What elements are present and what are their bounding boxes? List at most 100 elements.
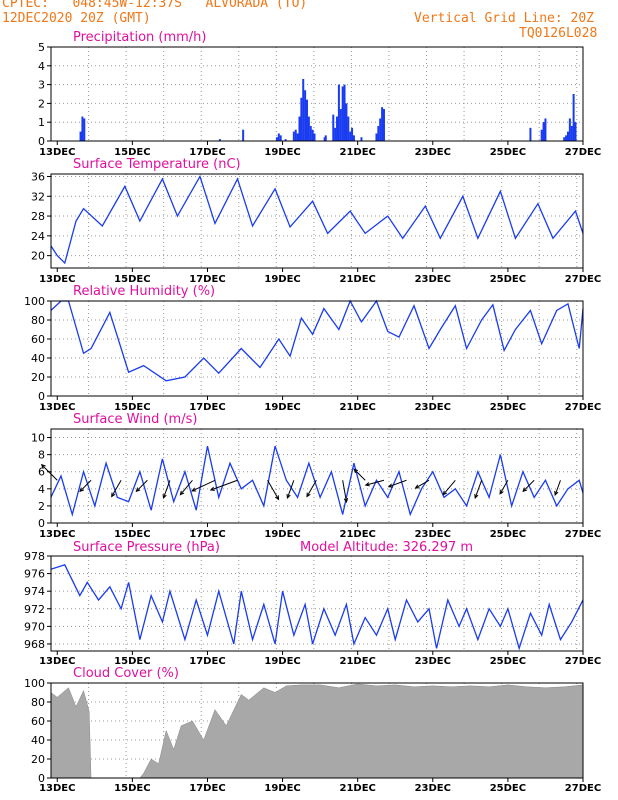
x-tick-label: 23DEC [415,529,451,540]
x-tick-label: 27DEC [565,274,601,285]
precip-bar [529,127,532,141]
y-tick-label: 5 [38,41,45,54]
wind-arrow [415,479,430,489]
cloud-cover-area [50,683,584,779]
wind-arrow [79,479,92,492]
precip-bar [341,86,344,141]
panel-grid [50,174,583,268]
x-tick-label: 19DEC [264,783,300,794]
precip-bar [352,135,355,141]
wind-arrow-head [499,489,504,495]
header-datetime: 12DEC2020 20Z (GMT) [2,11,151,26]
y-tick-label: 0 [38,135,45,148]
x-tick-label: 15DEC [114,783,150,794]
precip-bar [292,131,295,141]
precip-bar [360,137,363,141]
y-tick-label: 0 [38,772,45,785]
precip-bar [540,129,543,141]
x-tick-label: 27DEC [565,783,601,794]
x-tick-label: 13DEC [39,274,75,285]
wind-arrow-head [474,493,479,500]
precip-bar [304,90,307,141]
wind-arrow-head [40,463,46,469]
wind-arrow-head [387,483,393,488]
x-tick-label: 19DEC [264,274,300,285]
precip-bar [377,125,380,141]
precip-bar [566,131,569,141]
y-tick-label: 20 [31,250,45,263]
x-tick-label: 19DEC [264,402,300,413]
wind-arrow-head [135,487,141,493]
wind-arrow [179,479,193,495]
wind-arrow [286,480,295,499]
precip-bar [284,139,287,141]
y-tick-label: 80 [31,314,45,327]
y-tick-label: 974 [24,585,45,598]
wind-arrow [353,468,366,481]
panel-title: Cloud Cover (%) [73,666,179,681]
wind-arrow-head [442,490,448,496]
x-tick-label: 17DEC [189,274,225,285]
y-tick-label: 40 [31,734,45,747]
y-tick-label: 4 [38,60,45,73]
precip-bar [296,133,299,141]
precip-bar [324,135,327,141]
wind-arrow-head [162,493,167,500]
wind-arrow [306,480,317,497]
x-tick-label: 21DEC [339,656,375,667]
precip-bar [351,127,354,141]
y-tick-label: 0 [38,517,45,530]
precip-bar [83,118,86,141]
wind-arrow [499,480,509,495]
precip-bar [544,118,547,141]
wind-arrow [342,480,347,503]
x-tick-label: 13DEC [39,783,75,794]
precip-bar [300,97,303,141]
y-tick-label: 976 [24,568,45,581]
series-line [50,564,584,651]
x-tick-label: 21DEC [339,274,375,285]
x-tick-label: 15DEC [114,147,150,158]
x-tick-label: 23DEC [415,147,451,158]
precip-bar [323,137,326,141]
header-model-code: TQ0126L028 [519,26,598,41]
x-tick-label: 17DEC [189,783,225,794]
precip-bar [375,133,378,141]
precip-bar [345,103,348,141]
wind-arrow [442,479,456,495]
precip-bar [334,127,337,141]
precip-bar [568,118,571,141]
precip-bar [298,116,301,141]
y-tick-label: 100 [24,295,45,308]
wind-arrow [474,480,483,499]
wind-arrow [522,479,535,492]
panel-frame [50,173,584,269]
x-tick-label: 25DEC [490,783,526,794]
y-tick-label: 60 [31,715,45,728]
wind-arrow [136,479,148,492]
wind-arrow [554,480,561,496]
x-tick-label: 23DEC [415,656,451,667]
wind-arrow-head [79,487,84,493]
x-tick-label: 25DEC [490,529,526,540]
precip-bar [337,84,340,141]
header-location: CPTEC: 048:45W-12:37S ALVORADA (TO) [2,0,308,11]
x-tick-label: 17DEC [189,402,225,413]
wind-arrow-head [209,486,215,491]
panel-title: Relative Humidity (%) [73,284,215,299]
y-tick-label: 60 [31,333,45,346]
precip-bar [302,78,305,141]
precip-bar [313,133,316,141]
precip-bar [218,139,221,141]
wind-arrow-head [343,497,349,504]
y-tick-label: 10 [31,432,45,445]
wind-arrow [41,464,58,481]
precip-bar [336,116,339,141]
y-tick-label: 972 [24,603,45,616]
series-line [50,174,584,265]
y-tick-label: 1 [38,116,45,129]
wind-arrow [267,480,279,500]
y-tick-label: 3 [38,79,45,92]
